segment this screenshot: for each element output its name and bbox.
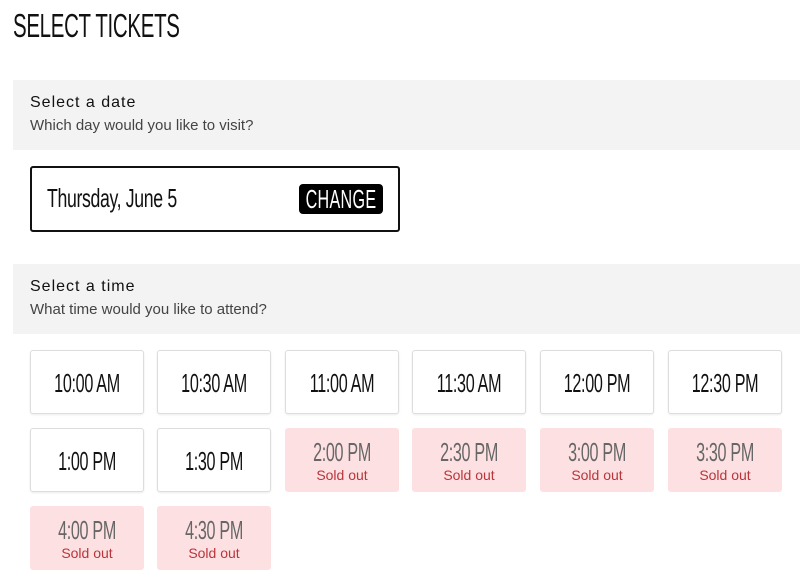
time-slot-sold-out: 3:00 PM Sold out: [540, 428, 654, 492]
time-slot-sold-out: 3:30 PM Sold out: [668, 428, 782, 492]
time-slot[interactable]: 11:30 AM: [412, 350, 526, 414]
date-section-subtitle: Which day would you like to visit?: [30, 117, 254, 134]
page-title: SELECT TICKETS: [13, 7, 180, 44]
time-slot-label: 1:30 PM: [185, 446, 243, 476]
selected-date-box: Thursday, June 5 CHANGE: [30, 166, 400, 232]
time-slot-label: 11:30 AM: [436, 368, 502, 398]
time-slot-label: 2:30 PM: [440, 437, 498, 467]
time-slot[interactable]: 1:30 PM: [157, 428, 271, 492]
time-section-subtitle: What time would you like to attend?: [30, 301, 267, 318]
time-slot-label: 3:00 PM: [568, 437, 626, 467]
sold-out-label: Sold out: [188, 545, 240, 561]
time-slot-sold-out: 4:00 PM Sold out: [30, 506, 144, 570]
time-slot-sold-out: 2:30 PM Sold out: [412, 428, 526, 492]
change-date-button-label: CHANGE: [305, 184, 377, 214]
time-slot[interactable]: 10:00 AM: [30, 350, 144, 414]
time-slot-label: 4:00 PM: [58, 515, 116, 545]
time-section-header: Select a time What time would you like t…: [13, 264, 800, 334]
time-slot-label: 3:30 PM: [696, 437, 754, 467]
time-slot[interactable]: 12:30 PM: [668, 350, 782, 414]
time-slot[interactable]: 11:00 AM: [285, 350, 399, 414]
sold-out-label: Sold out: [316, 467, 368, 483]
sold-out-label: Sold out: [699, 467, 751, 483]
time-slot-label: 10:30 AM: [181, 368, 247, 398]
time-slot[interactable]: 10:30 AM: [157, 350, 271, 414]
time-slot-label: 10:00 AM: [54, 368, 120, 398]
time-slot-label: 11:00 AM: [309, 368, 375, 398]
sold-out-label: Sold out: [571, 467, 623, 483]
selected-date: Thursday, June 5: [47, 183, 177, 213]
time-slot-label: 12:30 PM: [691, 368, 759, 398]
time-slot-label: 12:00 PM: [563, 368, 631, 398]
time-section-title: Select a time: [30, 278, 136, 295]
change-date-button[interactable]: CHANGE: [299, 184, 383, 214]
time-slot[interactable]: 12:00 PM: [540, 350, 654, 414]
sold-out-label: Sold out: [61, 545, 113, 561]
time-slot-label: 4:30 PM: [185, 515, 243, 545]
time-slot-label: 1:00 PM: [58, 446, 116, 476]
time-slot-sold-out: 2:00 PM Sold out: [285, 428, 399, 492]
sold-out-label: Sold out: [443, 467, 495, 483]
date-section-title: Select a date: [30, 94, 137, 111]
time-slot[interactable]: 1:00 PM: [30, 428, 144, 492]
date-section-header: Select a date Which day would you like t…: [13, 80, 800, 150]
time-slot-label: 2:00 PM: [313, 437, 371, 467]
time-slot-sold-out: 4:30 PM Sold out: [157, 506, 271, 570]
